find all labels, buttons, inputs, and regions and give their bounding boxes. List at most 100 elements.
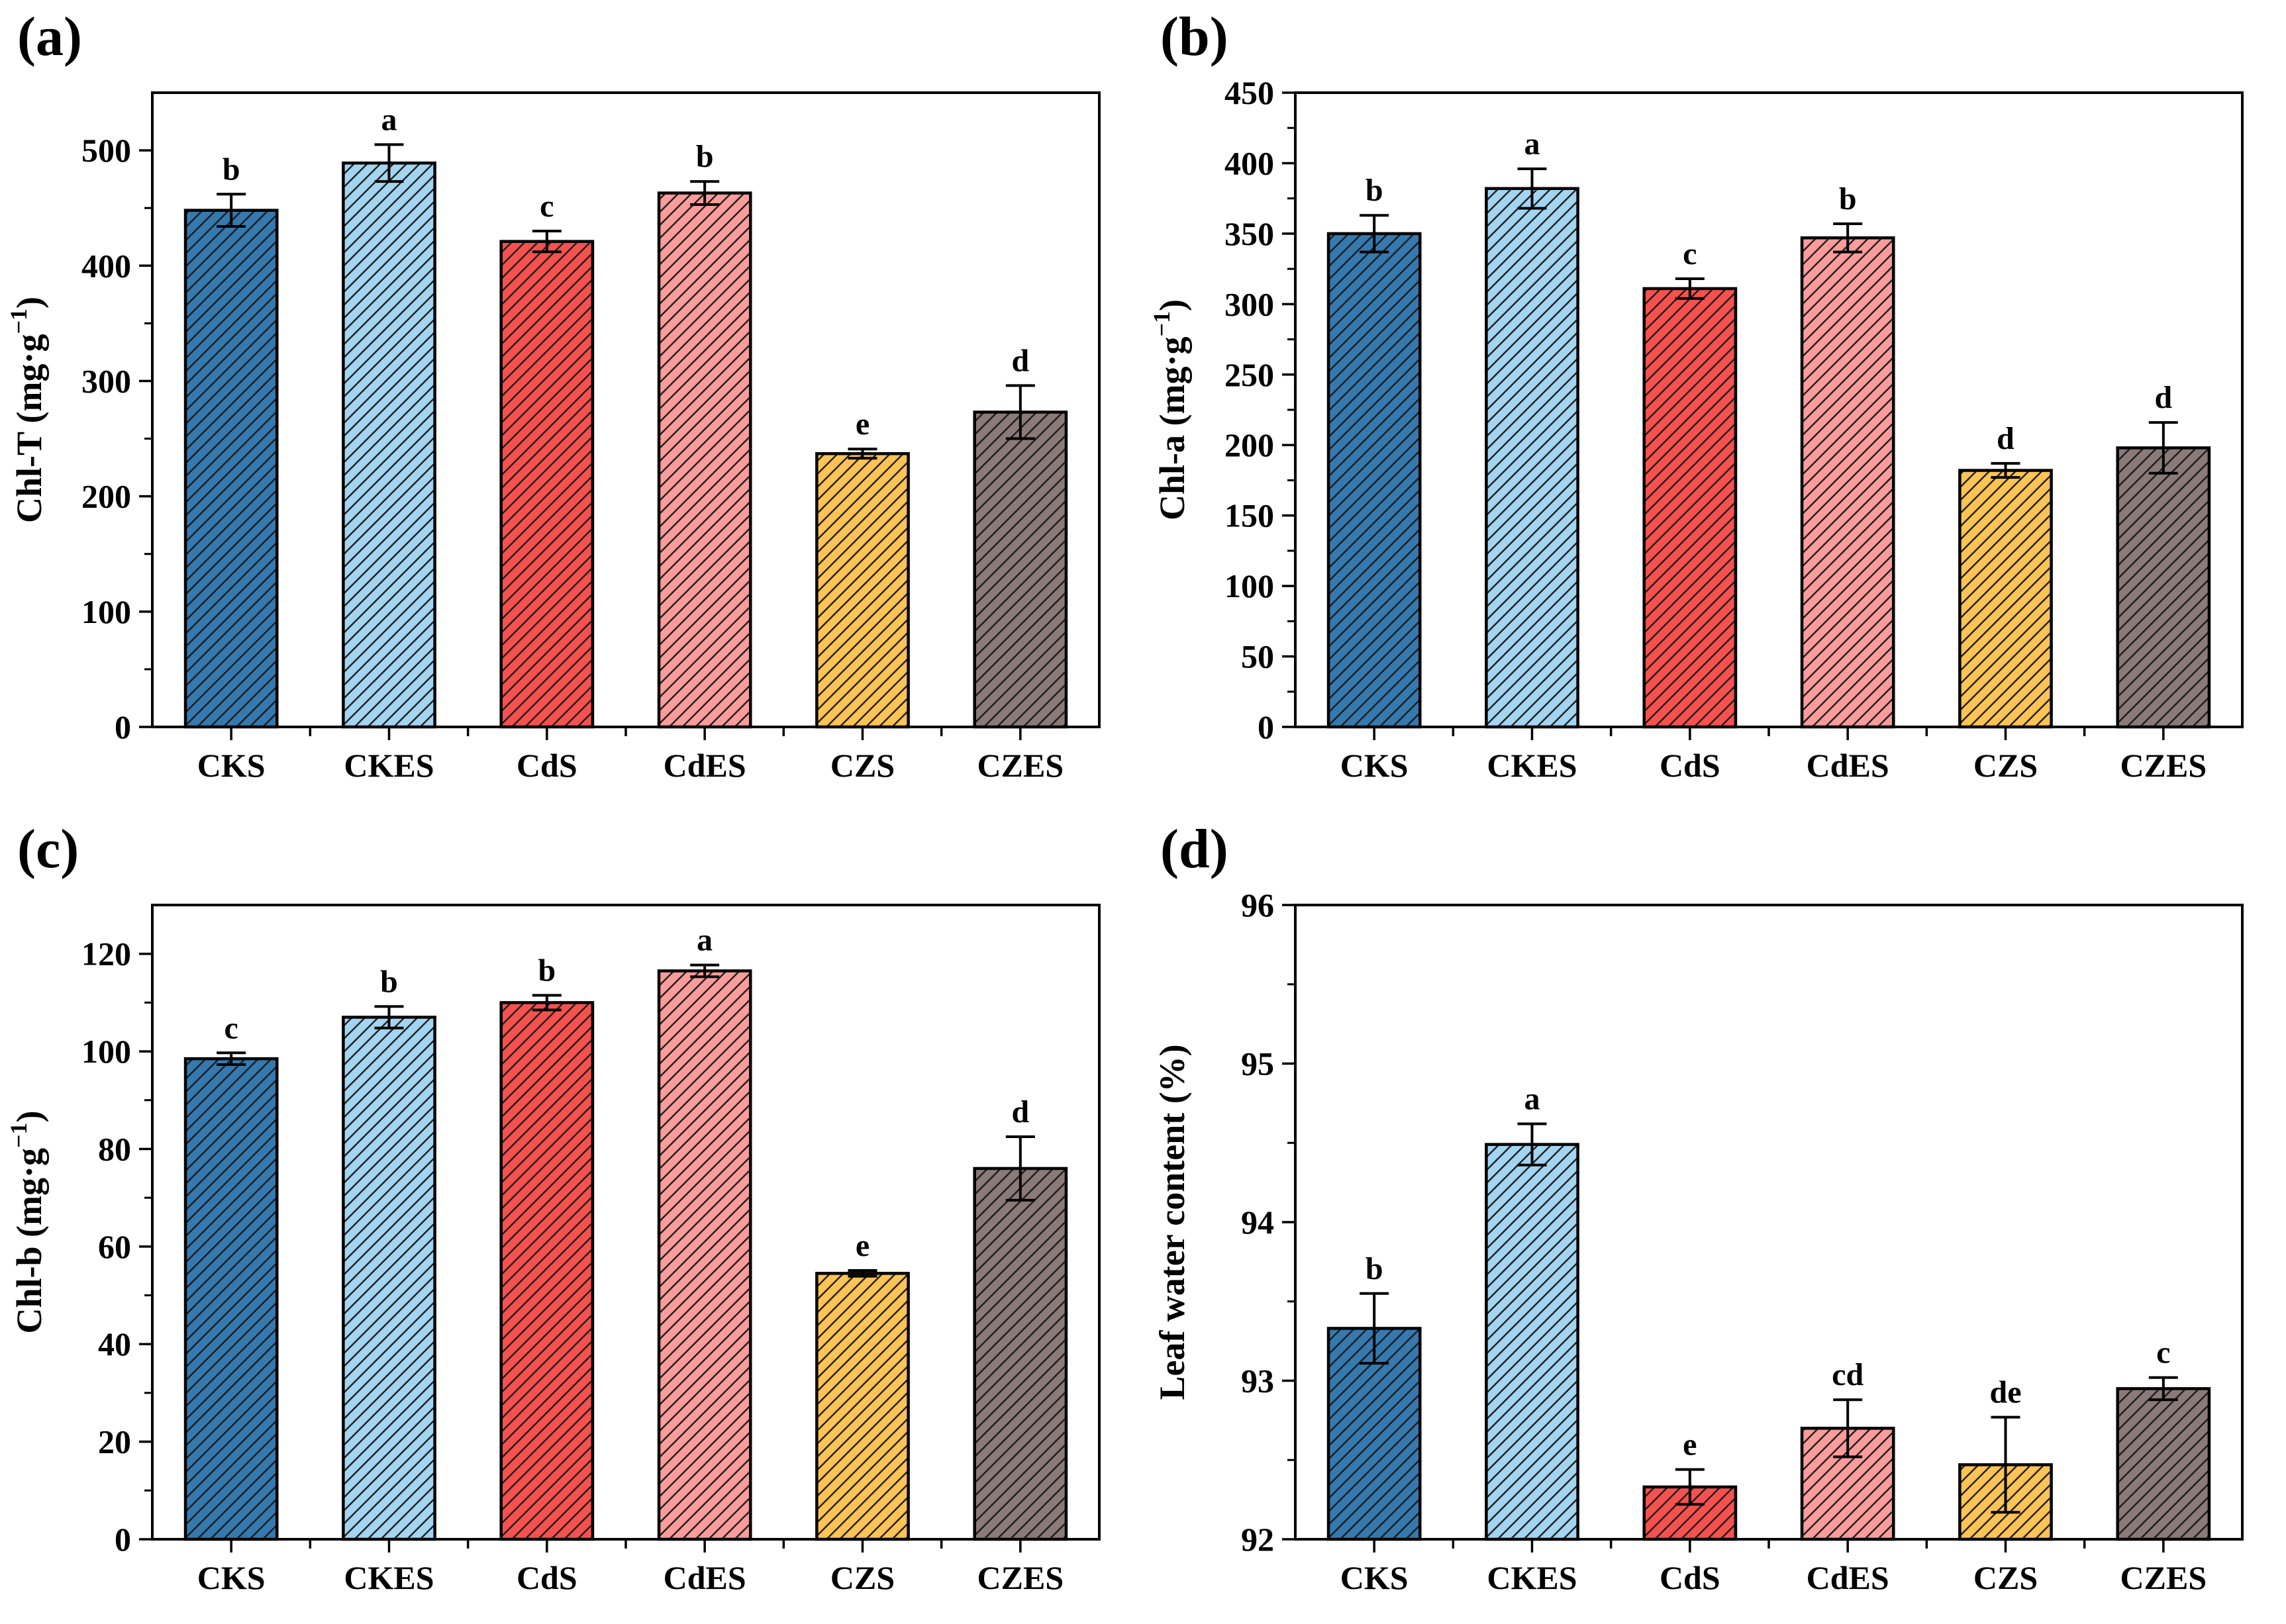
y-tick-label: 100	[81, 593, 131, 630]
y-tick-label: 95	[1241, 1045, 1274, 1082]
sig-letter-CZS: d	[1997, 421, 2014, 456]
y-tick-label: 0	[115, 1521, 131, 1558]
sig-letter-CZES: c	[2156, 1335, 2170, 1370]
bars-group	[1326, 187, 2211, 729]
y-tick-label: 50	[1241, 638, 1274, 675]
error-bars-group: b a c b e d	[217, 102, 1035, 460]
sig-letter-CdES: a	[697, 923, 713, 958]
error-bars-group: c b b a e d	[217, 923, 1035, 1278]
sig-letter-CKES: a	[1524, 126, 1540, 162]
sig-letter-CKS: b	[1366, 1251, 1383, 1286]
x-tick-label-CZS: CZS	[1973, 747, 2038, 784]
y-tick-label: 350	[1224, 215, 1274, 252]
y-tick-label: 300	[1224, 285, 1274, 322]
x-tick-label-CdES: CdES	[1807, 747, 1889, 784]
x-tick-label-CdES: CdES	[664, 747, 746, 784]
chart-c: c b b a e d CKS CKES CdS CdES CZS CZES 0 20 40 60 80 100 1…	[5, 904, 1101, 1596]
sig-letter-CdES: b	[1839, 181, 1857, 216]
x-tick-label-CdES: CdES	[1807, 1559, 1889, 1596]
sig-letter-CdS: e	[1683, 1427, 1697, 1462]
panel-label-d: (d)	[1160, 818, 1228, 880]
x-tick-label-CKES: CKES	[344, 1559, 434, 1596]
sig-letter-CKES: b	[380, 964, 398, 999]
chart-b: b a c b d d CKS CKES CdS CdES CZS CZES 0 50 100 150 200 2…	[1148, 74, 2244, 784]
x-tick-label-CKES: CKES	[344, 747, 434, 784]
sig-letter-CZS: de	[1990, 1375, 2022, 1410]
sig-letter-CdES: cd	[1832, 1357, 1864, 1392]
sig-letter-CdS: b	[538, 953, 556, 988]
plot-box	[1294, 904, 2244, 1541]
x-tick-label-CKS: CKS	[197, 747, 266, 784]
plot-box	[151, 904, 1101, 1541]
axis-labels-group: CKS CKES CdS CdES CZS CZES 0 100 200 300 400 500	[81, 132, 1064, 784]
y-tick-label: 500	[81, 132, 131, 169]
x-tick-label-CZES: CZES	[2120, 747, 2207, 784]
chart-a: b a c b e d CKS CKES CdS CdES CZS CZES 0 100 200 300 400…	[5, 91, 1101, 784]
y-tick-label: 0	[1258, 708, 1274, 745]
y-tick-label: 60	[98, 1228, 131, 1265]
x-tick-label-CdS: CdS	[517, 1559, 577, 1596]
x-tick-label-CZS: CZS	[830, 1559, 895, 1596]
y-tick-label: 100	[1224, 567, 1274, 604]
x-tick-label-CZES: CZES	[977, 747, 1064, 784]
y-tick-label: 450	[1224, 74, 1274, 111]
y-tick-label: 250	[1224, 356, 1274, 393]
sig-letter-CKS: c	[224, 1010, 238, 1045]
axis-labels-group: CKS CKES CdS CdES CZS CZES 0 50 100 150 200 250 300 3…	[1224, 74, 2207, 784]
sig-letter-CdS: c	[540, 189, 554, 224]
bars-group	[1326, 1143, 2211, 1541]
x-tick-label-CZES: CZES	[2120, 1559, 2207, 1596]
x-tick-label-CKS: CKS	[1340, 1559, 1409, 1596]
x-tick-label-CKES: CKES	[1487, 747, 1577, 784]
y-tick-label: 80	[98, 1130, 131, 1167]
sig-letter-CZES: d	[1011, 343, 1029, 378]
y-tick-label: 300	[81, 362, 131, 399]
x-tick-label-CdS: CdS	[1660, 1559, 1720, 1596]
sig-letter-CKES: a	[1524, 1082, 1540, 1117]
bars-group	[183, 969, 1068, 1541]
y-tick-label: 400	[1224, 144, 1274, 181]
y-tick-label: 92	[1241, 1521, 1274, 1558]
sig-letter-CKS: b	[223, 152, 240, 187]
x-tick-label-CZS: CZS	[830, 747, 895, 784]
x-tick-label-CKS: CKS	[1340, 747, 1409, 784]
sig-letter-CKS: b	[1366, 173, 1383, 208]
x-tick-label-CdS: CdS	[1660, 747, 1720, 784]
error-bars-group: b a e cd de c	[1360, 1082, 2178, 1514]
sig-letter-CZES: d	[1011, 1094, 1029, 1129]
y-tick-label: 20	[98, 1423, 131, 1460]
x-tick-label-CdS: CdS	[517, 747, 577, 784]
axis-labels-group: CKS CKES CdS CdES CZS CZES 92 93 94 95 96	[1241, 886, 2207, 1596]
y-axis-title: Chl-a (mg·g−1)	[1148, 299, 1192, 520]
sig-letter-CZES: d	[2154, 380, 2172, 415]
y-tick-label: 0	[115, 708, 131, 745]
x-tick-label-CZES: CZES	[977, 1559, 1064, 1596]
panel-label-c: (c)	[17, 818, 79, 880]
y-tick-label: 93	[1241, 1362, 1274, 1400]
x-tick-label-CKS: CKS	[197, 1559, 266, 1596]
chart-d: b a e cd de c CKS CKES CdS CdES CZS CZES 92 93 94 95 96 L…	[1152, 886, 2244, 1596]
y-tick-label: 150	[1224, 497, 1274, 534]
y-axis-title: Leaf water content (%)	[1152, 1044, 1192, 1400]
panel-label-b: (b)	[1160, 6, 1228, 68]
y-tick-label: 400	[81, 247, 131, 284]
sig-letter-CdS: c	[1683, 236, 1697, 271]
y-tick-label: 200	[81, 478, 131, 515]
sig-letter-CZS: e	[856, 1228, 870, 1263]
plot-box	[1294, 91, 2244, 728]
y-tick-label: 100	[81, 1033, 131, 1070]
y-tick-label: 96	[1241, 886, 1274, 924]
x-tick-label-CZS: CZS	[1973, 1559, 2038, 1596]
bars-group	[183, 162, 1068, 729]
sig-letter-CZS: e	[856, 406, 870, 442]
axis-labels-group: CKS CKES CdS CdES CZS CZES 0 20 40 60 80 100 120	[81, 935, 1064, 1596]
y-tick-label: 94	[1241, 1204, 1274, 1241]
sig-letter-CKES: a	[381, 102, 397, 137]
sig-letter-CdES: b	[696, 139, 714, 174]
axis-ticks-group	[1282, 904, 2165, 1552]
y-tick-label: 120	[81, 935, 131, 973]
x-tick-label-CdES: CdES	[664, 1559, 746, 1596]
x-tick-label-CKES: CKES	[1487, 1559, 1577, 1596]
error-bars-group: b a c b d d	[1360, 126, 2178, 479]
